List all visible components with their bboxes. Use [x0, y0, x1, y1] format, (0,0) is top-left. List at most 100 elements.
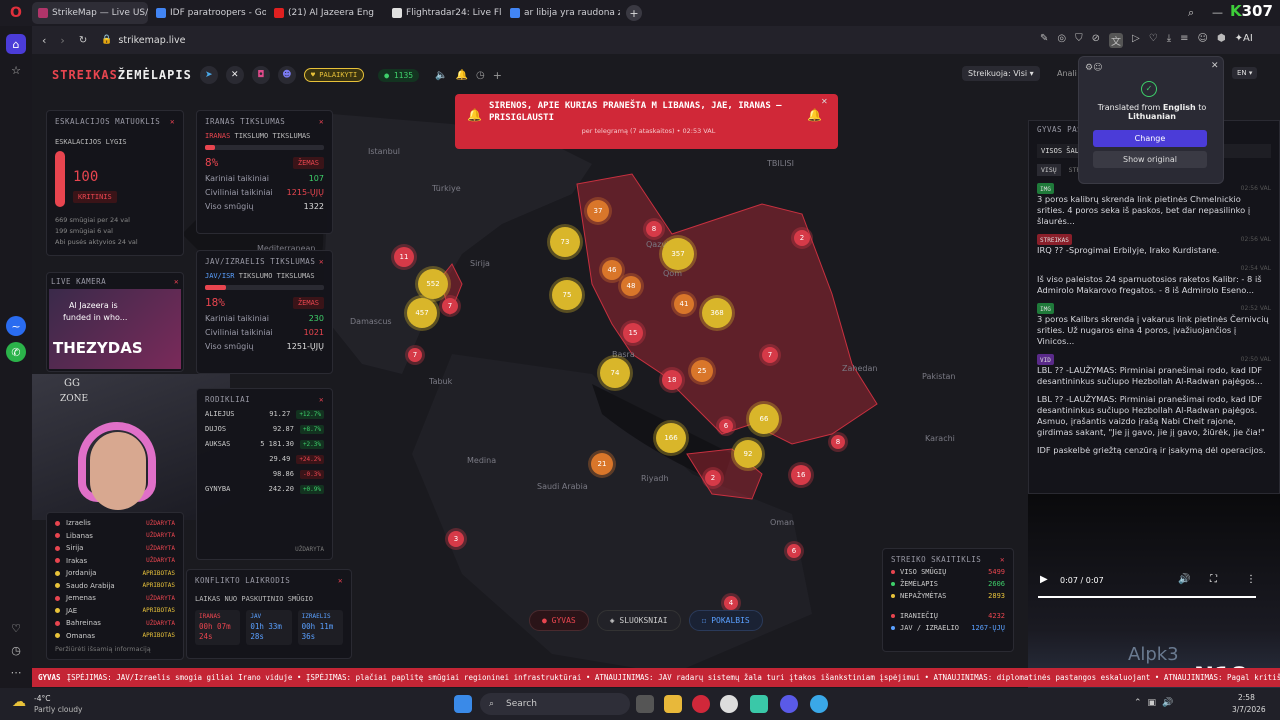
strike-cluster[interactable]: 46	[602, 260, 622, 280]
explorer-icon[interactable]	[664, 695, 682, 713]
favorite-icon[interactable]: ♡	[1148, 33, 1158, 44]
chat-button[interactable]: ☐ POKALBIS	[688, 610, 763, 631]
browser-tab[interactable]: (21) Al Jazeera Eng	[268, 2, 384, 24]
video-progress[interactable]	[1038, 596, 1256, 598]
volume-icon[interactable]: 🔊	[1178, 574, 1191, 585]
close-icon[interactable]: ✕	[318, 395, 324, 404]
discord-icon[interactable]: ☻	[277, 66, 296, 84]
feed-item[interactable]: IMG 02:52 VAL 3 poros Kalibrs skrenda į va…	[1037, 303, 1271, 347]
new-tab-button[interactable]: +	[626, 5, 642, 21]
strike-cluster[interactable]: 8	[831, 435, 845, 449]
history-icon[interactable]: ◷	[11, 643, 21, 657]
taskbar-search[interactable]: ⌕ Search	[480, 693, 630, 715]
feed-item[interactable]: 02:54 VAL Iš viso paleistos 24 sparnuotos…	[1037, 263, 1271, 296]
strike-cluster[interactable]: 15	[623, 323, 643, 343]
change-language-button[interactable]: Change	[1093, 130, 1207, 147]
close-icon[interactable]: ✕	[318, 117, 324, 126]
strike-cluster[interactable]: 368	[702, 298, 732, 328]
play-icon[interactable]: ▷	[1132, 33, 1140, 44]
strike-cluster[interactable]: 48	[621, 276, 641, 296]
minimize-button[interactable]: —	[1212, 6, 1223, 19]
video-player[interactable]: ▶ 0:07 / 0:07 🔊 ⛶ ⋮ Alpk3 N18	[1028, 494, 1280, 688]
browser-tab[interactable]: ar libija yra raudona zona	[504, 2, 620, 24]
strike-cluster[interactable]: 75	[552, 280, 582, 310]
support-button[interactable]: ♥ PALAIKYTI	[303, 68, 365, 82]
x-icon[interactable]: ✕	[225, 66, 244, 84]
close-icon[interactable]: ✕	[173, 277, 179, 286]
strike-cluster[interactable]: 2	[705, 470, 721, 486]
strike-cluster[interactable]: 21	[591, 453, 613, 475]
popup-close-icon[interactable]: ✕	[1211, 61, 1219, 71]
strike-cluster[interactable]: 66	[749, 404, 779, 434]
whatsapp-icon[interactable]: ✆	[6, 342, 26, 362]
camera-feed[interactable]: Al Jazeera is funded in who... THEZYDAS	[49, 289, 181, 369]
live-button[interactable]: ● GYVAS	[529, 610, 589, 631]
strike-cluster[interactable]: 4	[724, 596, 738, 610]
profile-icon[interactable]: ☺	[1197, 33, 1208, 44]
weather-temp[interactable]: -4°C	[34, 694, 51, 703]
site-logo[interactable]: STREIKASŽEMĖLAPIS	[52, 68, 192, 82]
forward-icon[interactable]: ›	[60, 33, 65, 47]
more-icon[interactable]: ⋯	[10, 665, 22, 679]
discord-taskbar-icon[interactable]	[780, 695, 798, 713]
alert-close-icon[interactable]: ✕	[821, 97, 828, 106]
heart-icon[interactable]: ♡	[11, 621, 21, 635]
strike-cluster[interactable]: 11	[394, 247, 414, 267]
tab-all[interactable]: VISŲ	[1037, 164, 1061, 176]
siren-alert[interactable]: 🔔 🔔 ✕ SIRENOS, APIE KURIAS PRANEŠTA M LI…	[455, 94, 838, 149]
strike-cluster[interactable]: 74	[600, 358, 630, 388]
strike-cluster[interactable]: 37	[587, 200, 609, 222]
play-icon[interactable]: ▶	[1040, 574, 1048, 585]
strike-cluster[interactable]: 357	[662, 238, 694, 270]
close-icon[interactable]: ✕	[999, 555, 1005, 564]
home-icon[interactable]: ⌂	[6, 34, 26, 54]
browser-tab[interactable]: Flightradar24: Live Flight	[386, 2, 502, 24]
camera-icon[interactable]: ◎	[1057, 33, 1067, 44]
close-icon[interactable]: ✕	[318, 257, 324, 266]
clock-date[interactable]: 3/7/2026	[1232, 705, 1266, 714]
strike-cluster[interactable]: 457	[407, 298, 437, 328]
feed-item[interactable]: VID 02:50 VAL LBL ?? -LAUŽYMAS: Pirminiai …	[1037, 354, 1271, 387]
browser-tab[interactable]: StrikeMap — Live US/Israel	[32, 2, 148, 24]
feed-item[interactable]: IDF paskelbė griežtą cenzūrą ir įsakymą …	[1037, 445, 1271, 456]
shield-icon[interactable]: ⛉	[1075, 33, 1083, 44]
fullscreen-icon[interactable]: ⛶	[1210, 574, 1217, 585]
weather-icon[interactable]: ☁	[12, 694, 26, 710]
opera-taskbar-icon[interactable]	[692, 695, 710, 713]
strike-cluster[interactable]: 6	[719, 419, 733, 433]
start-button[interactable]	[454, 695, 472, 713]
strike-cluster[interactable]: 73	[550, 227, 580, 257]
strike-cluster[interactable]: 2	[794, 230, 810, 246]
airspace-details-link[interactable]: Peržiūrėti išsamią informaciją	[55, 645, 151, 653]
weather-desc[interactable]: Partly cloudy	[34, 705, 83, 714]
task-view-icon[interactable]	[636, 695, 654, 713]
add-icon[interactable]: +	[492, 68, 502, 82]
tray-icons[interactable]: ⌃▣🔊	[1134, 698, 1180, 708]
show-original-button[interactable]: Show original	[1093, 151, 1207, 168]
telegram-taskbar-icon[interactable]	[810, 695, 828, 713]
opera-logo-icon[interactable]: O	[10, 5, 22, 21]
instagram-icon[interactable]: ◘	[251, 66, 270, 84]
strike-cluster[interactable]: 3	[448, 531, 464, 547]
strike-filter-select[interactable]: Streikuoja: Visi ▾	[962, 66, 1040, 81]
extensions-icon[interactable]: ⬢	[1216, 33, 1226, 44]
bookmarks-icon[interactable]: ☆	[11, 63, 21, 77]
settings-icon[interactable]: ⚙☺	[1085, 63, 1103, 73]
clock-time[interactable]: 2:58	[1238, 693, 1255, 702]
strike-cluster[interactable]: 552	[418, 269, 448, 299]
aria-ai-icon[interactable]: ✦AI	[1234, 33, 1253, 44]
menu-icon[interactable]: ≡	[1180, 33, 1189, 44]
strike-cluster[interactable]: 16	[791, 465, 811, 485]
language-select[interactable]: EN ▾	[1232, 67, 1258, 79]
bell-icon[interactable]: 🔔	[455, 69, 469, 81]
strike-cluster[interactable]: 18	[662, 370, 682, 390]
ad-block-icon[interactable]: ⊘	[1091, 33, 1101, 44]
feed-item[interactable]: IMG 02:56 VAL 3 poros kalibrų skrenda link…	[1037, 183, 1271, 227]
clock-icon[interactable]: ◷	[476, 69, 485, 81]
strike-cluster[interactable]: 7	[442, 298, 458, 314]
sound-icon[interactable]: 🔈	[435, 69, 448, 81]
analytics-button[interactable]: Anali	[1057, 69, 1077, 78]
feed-item[interactable]: LBL ?? -LAUŽYMAS: Pirminiai pranešimai r…	[1037, 394, 1271, 438]
download-icon[interactable]: ⤓	[1166, 33, 1172, 44]
search-tabs-icon[interactable]: ⌕	[1188, 6, 1195, 19]
